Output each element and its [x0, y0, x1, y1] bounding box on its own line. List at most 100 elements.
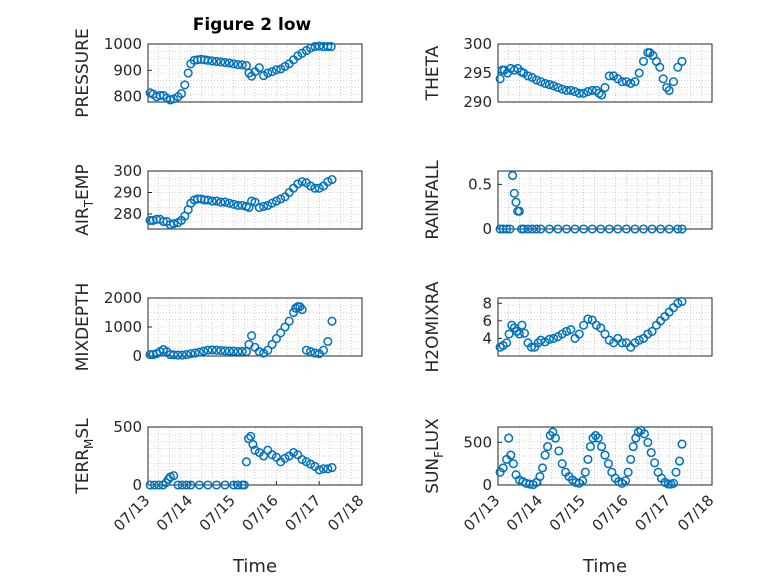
data-point [664, 85, 674, 95]
data-point [207, 196, 217, 206]
data-point [267, 67, 277, 77]
y-tick-label: 500 [463, 433, 492, 451]
data-point [504, 433, 514, 443]
data-point [327, 175, 337, 185]
data-point [207, 56, 217, 66]
data-point [173, 350, 183, 360]
data-point [310, 183, 320, 193]
data-point [297, 305, 307, 315]
data-point [314, 183, 324, 193]
data-point [531, 75, 542, 85]
data-point [173, 480, 183, 490]
data-point [241, 457, 251, 467]
data-point [673, 298, 683, 308]
data-point [267, 339, 277, 349]
data-point [570, 224, 580, 234]
data-point [580, 467, 590, 477]
data-point [186, 349, 196, 359]
data-point [514, 206, 524, 216]
data-point [531, 224, 542, 234]
data-point [664, 224, 674, 234]
data-point [169, 219, 179, 229]
y-tick-label: 290 [463, 93, 492, 111]
data-point [628, 442, 638, 452]
data-point [506, 450, 516, 460]
subplot-mixdepth: 0 1000 2000 MIXDEPTH [73, 283, 363, 372]
data-point [186, 480, 196, 490]
data-point [314, 41, 324, 51]
data-point [229, 59, 239, 69]
y-tick-label: 1000 [104, 35, 142, 53]
data-point [498, 463, 508, 473]
figure-title: Figure 2 low [193, 15, 312, 35]
data-point [288, 447, 299, 458]
data-point [668, 478, 679, 488]
data-point [203, 480, 213, 490]
data-point [233, 200, 243, 210]
data-point [326, 42, 336, 52]
data-point [180, 80, 190, 90]
data-point [626, 454, 636, 464]
subplot-rainfall: 0 0.5 RAINFALL [423, 160, 713, 240]
data-point [579, 320, 589, 330]
y-label-sub: T [82, 199, 96, 208]
data-point [314, 465, 324, 475]
data-point [671, 467, 681, 477]
y-tick-label: 300 [463, 35, 492, 53]
subplot-h2omixra: 468 H2OMIXRA [423, 281, 713, 373]
data-point [553, 82, 563, 93]
y-label-main: MIXDEPTH [73, 283, 93, 372]
data-point [656, 224, 666, 234]
data-point [527, 224, 537, 234]
data-point [536, 224, 546, 234]
data-point [502, 224, 512, 234]
data-point [177, 350, 187, 360]
data-point [237, 346, 247, 356]
data-point [254, 347, 264, 357]
data-point [229, 346, 239, 356]
y-axis-label: H2OMIXRA [423, 281, 443, 372]
data-point [540, 78, 550, 88]
data-point [306, 43, 316, 53]
data-point [646, 448, 656, 458]
data-point [630, 77, 640, 87]
y-tick-label: 900 [113, 61, 142, 79]
data-point [250, 197, 260, 207]
data-point [145, 350, 155, 360]
y-axis-label: RAINFALL [423, 160, 443, 240]
y-label-tail: EMP [73, 164, 93, 200]
data-point [677, 224, 687, 234]
data-point [593, 433, 603, 443]
data-point [662, 82, 672, 93]
data-point [224, 198, 234, 208]
data-point [526, 342, 536, 352]
y-tick-label: 500 [113, 418, 142, 436]
data-point [623, 467, 633, 477]
data-point [220, 197, 230, 207]
data-point [626, 78, 636, 88]
data-point [507, 320, 517, 330]
data-point [259, 451, 269, 461]
data-point [244, 434, 254, 444]
series-markers [145, 302, 337, 360]
y-axis-label: MIXDEPTH [73, 283, 93, 372]
data-point [203, 345, 213, 355]
series-markers [145, 41, 336, 105]
data-point [250, 445, 260, 455]
data-point [246, 431, 256, 441]
data-point [271, 65, 281, 75]
data-point [306, 181, 316, 191]
data-point [194, 347, 204, 357]
data-point [561, 224, 572, 234]
data-point [663, 479, 673, 489]
data-point [570, 87, 580, 97]
data-point [233, 480, 243, 490]
data-point [603, 459, 613, 469]
data-point [190, 348, 200, 358]
data-point [199, 346, 209, 356]
series-markers [145, 431, 337, 490]
y-label-sub: M [82, 439, 96, 449]
data-point [169, 94, 179, 104]
data-point [169, 471, 179, 481]
data-point [574, 329, 584, 339]
